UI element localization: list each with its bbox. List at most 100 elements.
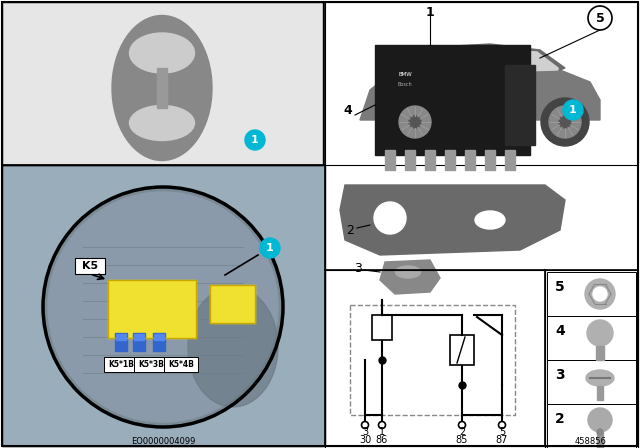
Polygon shape: [340, 185, 565, 255]
Bar: [115, 333, 127, 351]
Text: 3: 3: [362, 427, 368, 437]
Ellipse shape: [129, 33, 195, 73]
Circle shape: [559, 116, 571, 128]
Circle shape: [378, 422, 385, 428]
Bar: [75, 258, 105, 274]
Ellipse shape: [396, 266, 420, 278]
Bar: [134, 334, 144, 340]
Circle shape: [499, 422, 506, 428]
Text: 1: 1: [569, 105, 577, 115]
Ellipse shape: [475, 211, 505, 229]
Bar: [133, 333, 145, 351]
Circle shape: [399, 106, 431, 138]
Circle shape: [593, 287, 607, 301]
Text: 5: 5: [499, 427, 505, 437]
Bar: [153, 333, 165, 351]
Bar: [350, 305, 515, 415]
Bar: [547, 316, 636, 360]
Text: BMW: BMW: [398, 73, 412, 78]
Circle shape: [260, 238, 280, 258]
Bar: [375, 45, 530, 155]
Bar: [325, 0, 640, 270]
Text: K5*4B: K5*4B: [168, 360, 194, 369]
Text: 1: 1: [379, 427, 385, 437]
Bar: [325, 2, 638, 165]
Bar: [385, 150, 395, 170]
Text: 85: 85: [456, 435, 468, 445]
Text: 4: 4: [555, 324, 564, 338]
Text: K5*1B: K5*1B: [108, 360, 134, 369]
Bar: [445, 150, 455, 170]
Text: 1: 1: [251, 135, 259, 145]
Text: EO0000004099: EO0000004099: [131, 436, 195, 445]
Text: 5: 5: [555, 280, 564, 294]
Text: 5: 5: [596, 12, 604, 25]
Bar: [596, 346, 604, 360]
Bar: [210, 285, 255, 323]
Text: 1: 1: [426, 5, 435, 18]
FancyBboxPatch shape: [104, 357, 138, 372]
Circle shape: [597, 429, 603, 435]
Bar: [2, 165, 325, 446]
Bar: [2, 2, 323, 165]
Text: K5*3B: K5*3B: [138, 360, 164, 369]
Text: 4: 4: [344, 103, 353, 116]
Circle shape: [362, 422, 369, 428]
Circle shape: [48, 192, 278, 422]
Circle shape: [245, 130, 265, 150]
Circle shape: [541, 98, 589, 146]
Bar: [405, 150, 415, 170]
Circle shape: [391, 98, 439, 146]
Bar: [108, 280, 196, 338]
Ellipse shape: [586, 370, 614, 386]
Ellipse shape: [112, 16, 212, 160]
Text: 458856: 458856: [575, 436, 607, 445]
Bar: [485, 150, 495, 170]
Bar: [547, 404, 636, 448]
Bar: [154, 334, 164, 340]
Bar: [325, 270, 545, 448]
Bar: [2, 2, 323, 165]
Text: 1: 1: [266, 243, 274, 253]
Text: 3: 3: [354, 262, 362, 275]
Bar: [108, 280, 196, 338]
Text: Bosch: Bosch: [397, 82, 412, 87]
Circle shape: [585, 279, 615, 309]
Bar: [210, 285, 255, 323]
Polygon shape: [380, 260, 440, 294]
Bar: [505, 150, 515, 170]
Circle shape: [588, 6, 612, 30]
FancyBboxPatch shape: [164, 357, 198, 372]
Text: 2: 2: [346, 224, 354, 237]
Bar: [547, 360, 636, 404]
Text: 3: 3: [555, 368, 564, 382]
Bar: [425, 150, 435, 170]
Bar: [325, 2, 638, 165]
Bar: [547, 272, 636, 316]
Bar: [545, 270, 638, 448]
Bar: [116, 334, 126, 340]
Circle shape: [588, 408, 612, 432]
Text: 30: 30: [359, 435, 371, 445]
Bar: [465, 150, 475, 170]
Bar: [325, 270, 545, 448]
Text: 2: 2: [459, 427, 465, 437]
Text: 2: 2: [555, 412, 564, 426]
Bar: [505, 65, 535, 145]
Bar: [157, 68, 167, 108]
Bar: [372, 315, 392, 340]
Polygon shape: [396, 49, 482, 88]
Circle shape: [563, 100, 583, 120]
Bar: [545, 270, 638, 448]
Polygon shape: [360, 68, 600, 120]
Ellipse shape: [188, 287, 278, 407]
Polygon shape: [487, 49, 558, 72]
Polygon shape: [390, 44, 565, 90]
Circle shape: [374, 202, 406, 234]
Bar: [597, 432, 603, 448]
Text: 87: 87: [496, 435, 508, 445]
Circle shape: [409, 116, 421, 128]
Text: K5: K5: [82, 261, 98, 271]
Circle shape: [458, 422, 465, 428]
Bar: [2, 165, 325, 446]
